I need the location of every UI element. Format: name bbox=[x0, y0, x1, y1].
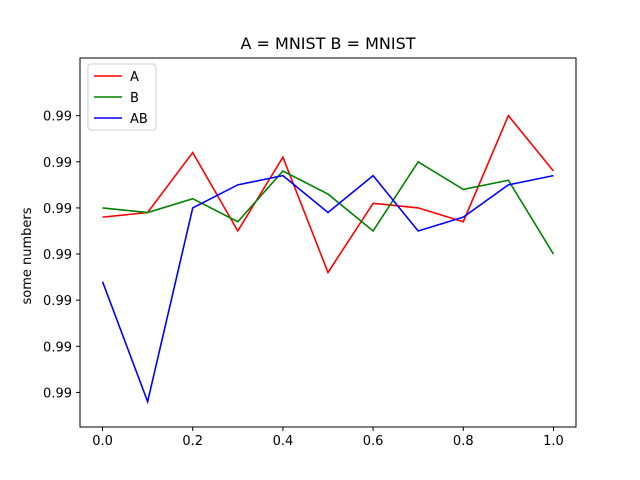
y-tick-label: 0.99 bbox=[43, 110, 72, 125]
legend: AB AB bbox=[87, 63, 157, 131]
y-tick-label: 0.99 bbox=[43, 386, 72, 401]
x-tick-label: 0.6 bbox=[363, 434, 384, 449]
y-tick-label: 0.99 bbox=[43, 202, 72, 217]
y-tick-label: 0.99 bbox=[43, 156, 72, 171]
plot-area bbox=[101, 114, 555, 405]
y-tick-label: 0.99 bbox=[43, 340, 72, 355]
x-tick-label: 0.4 bbox=[273, 434, 294, 449]
y-tick-label: 0.99 bbox=[43, 294, 72, 309]
legend-label-a: A bbox=[130, 70, 139, 85]
y-axis-label: some numbers bbox=[20, 207, 35, 304]
legend-label-ab: AB bbox=[130, 112, 148, 127]
x-tick-label: 0.0 bbox=[92, 434, 113, 449]
y-tick-label: 0.99 bbox=[43, 248, 72, 263]
x-tick-label: 0.2 bbox=[182, 434, 203, 449]
x-tick-label: 1.0 bbox=[543, 434, 564, 449]
series-line-ab bbox=[101, 174, 554, 405]
legend-label-b: B bbox=[130, 91, 139, 106]
axes: 0.0 0.2 0.4 0.6 0.8 1.0 0.99 0.99 0.99 0.99 0.99 0.… bbox=[43, 57, 577, 449]
axes-frame bbox=[79, 57, 577, 428]
chart-title: A = MNIST B = MNIST bbox=[240, 34, 415, 53]
x-tick-label: 0.8 bbox=[453, 434, 474, 449]
series-line-b bbox=[102, 160, 555, 255]
